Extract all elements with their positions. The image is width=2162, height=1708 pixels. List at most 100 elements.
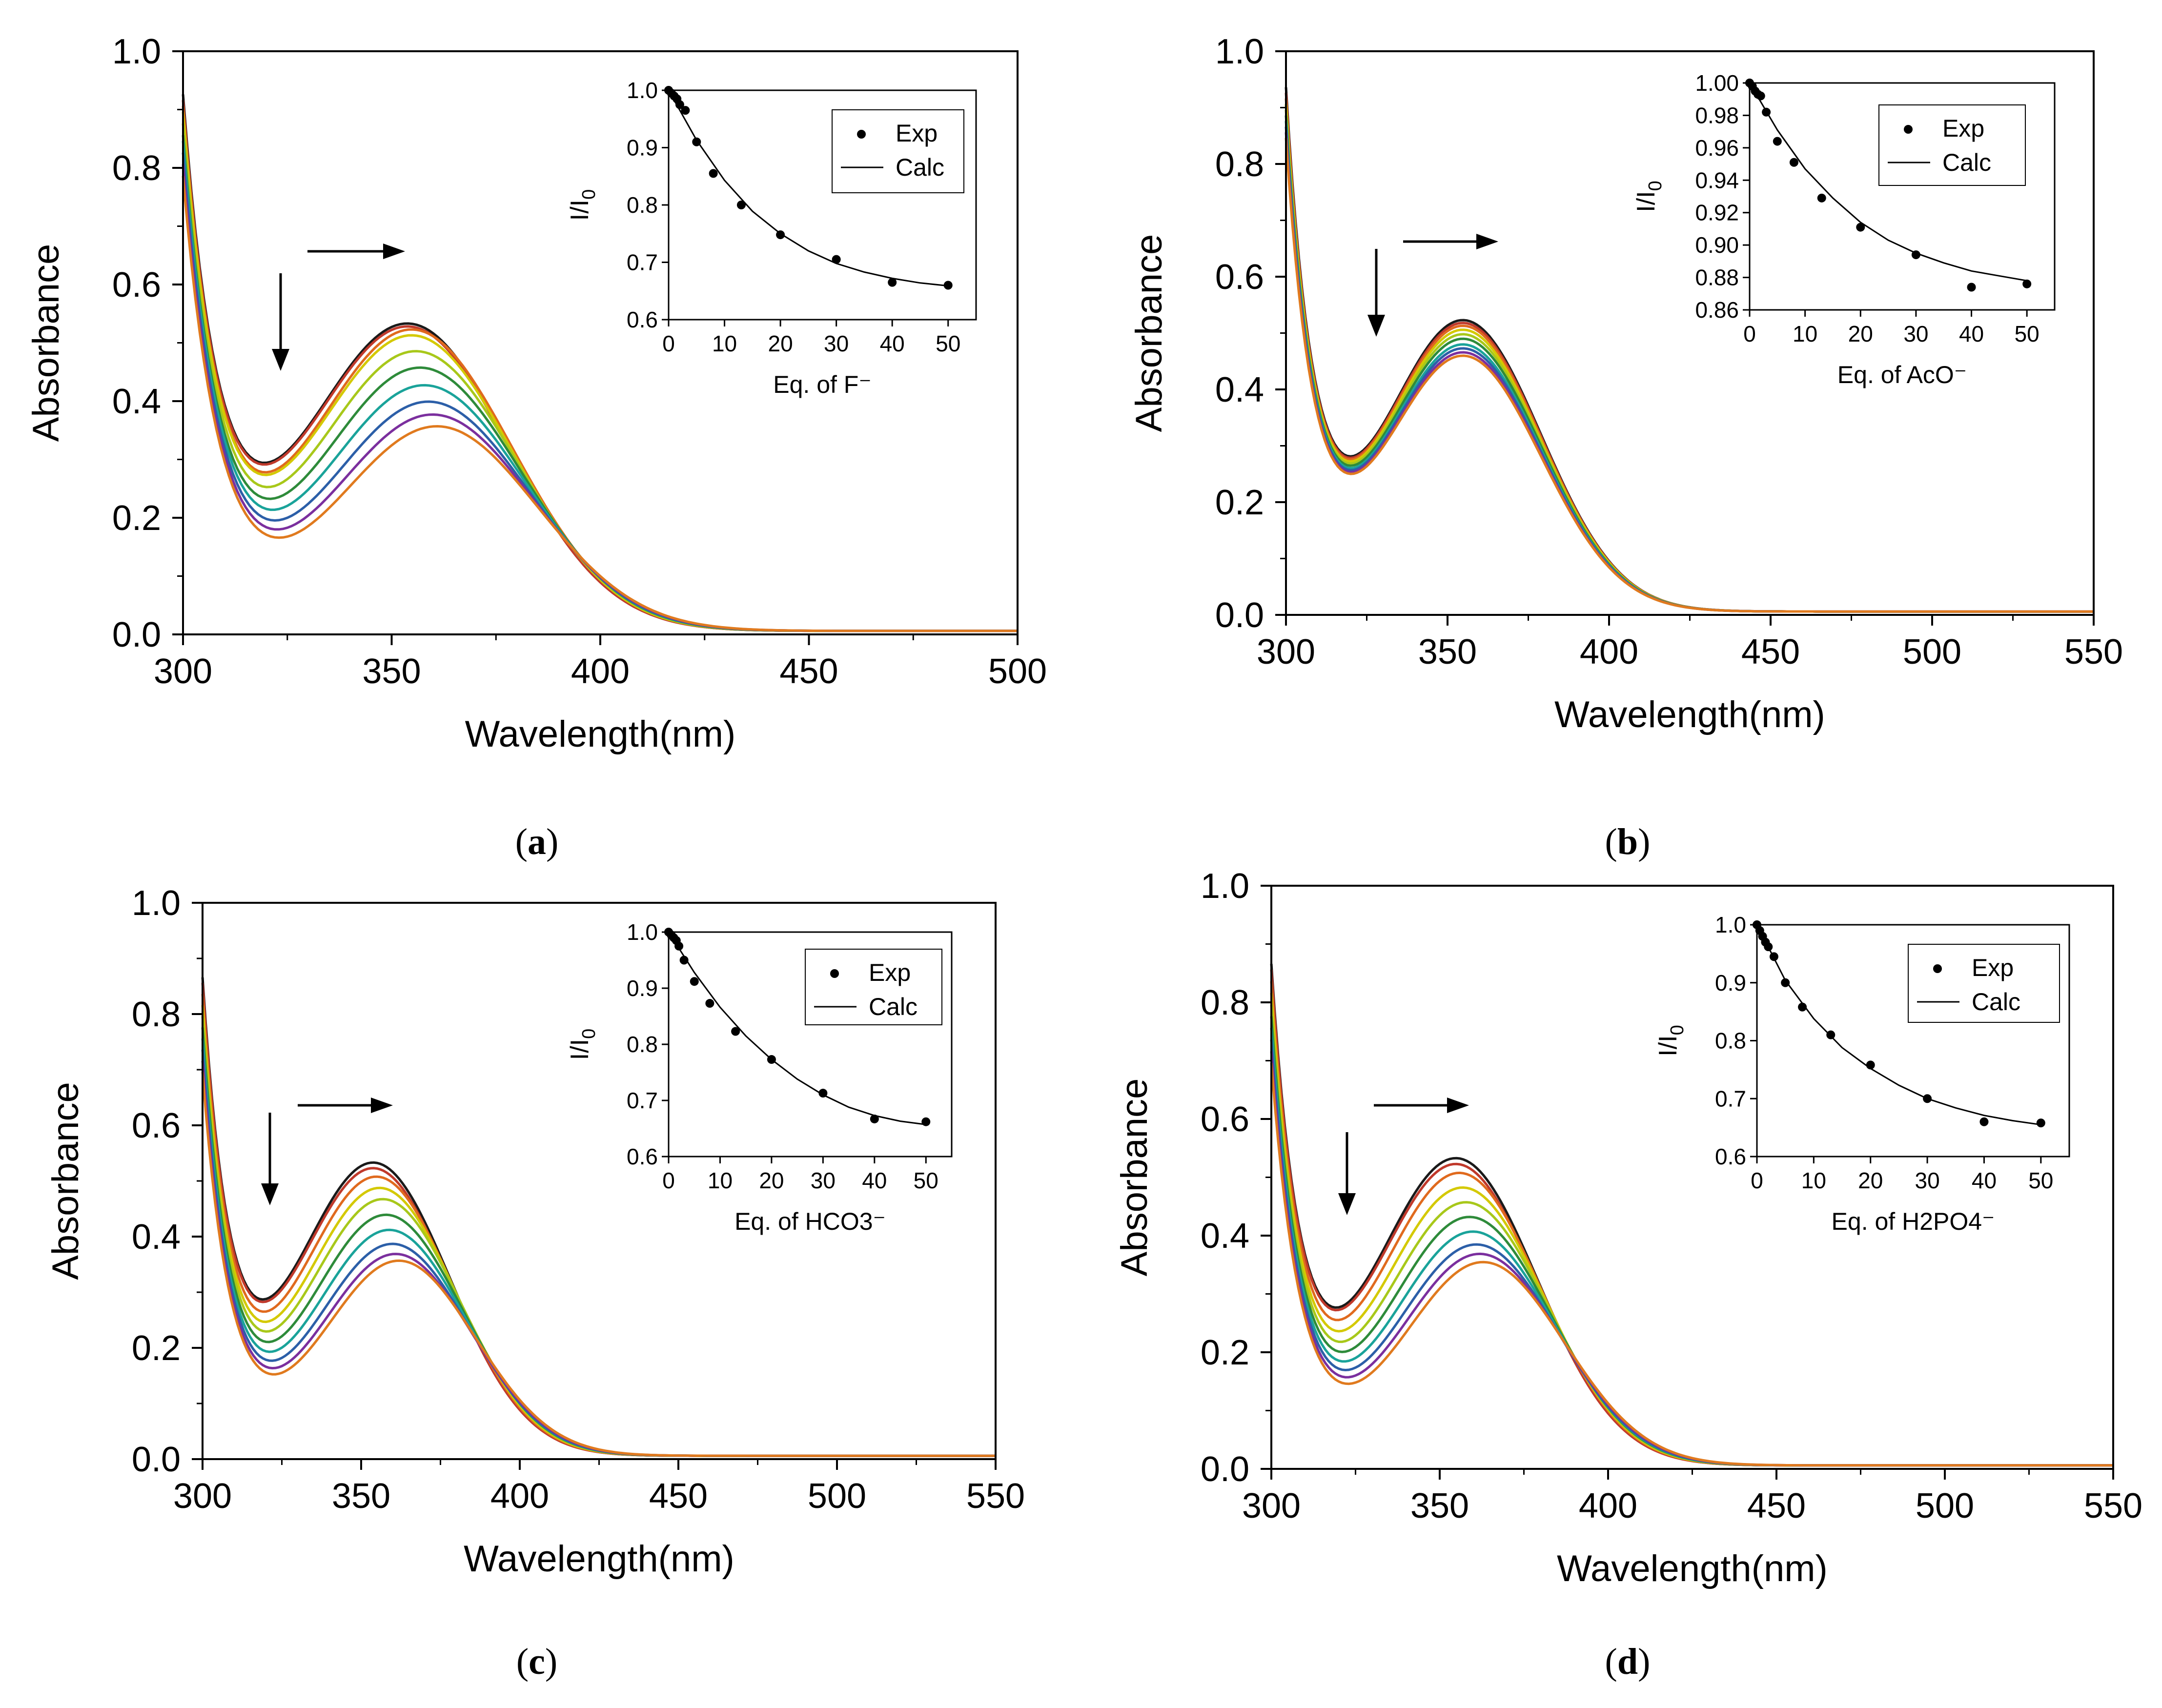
y-tick-label: 0.8 — [132, 995, 181, 1034]
arrow-down-head — [272, 349, 289, 371]
x-tick-label: 400 — [571, 652, 630, 691]
inset-exp-point — [888, 278, 897, 287]
inset-exp-point — [679, 956, 689, 965]
inset-y-axis-title-main: I/I — [566, 200, 594, 221]
inset-y-tick-label: 1.00 — [1695, 70, 1739, 96]
inset-x-tick-label: 0 — [662, 1168, 675, 1193]
inset-exp-point — [776, 230, 785, 240]
inset-calc-line — [668, 932, 926, 1125]
spectrum-line-s10 — [201, 1072, 996, 1457]
inset-exp-point — [736, 201, 746, 209]
legend-calc-label: Calc — [896, 154, 944, 181]
panel-a: 300 350 400 450 5000.00.20.40.60.81.0Wavelen… — [25, 32, 1047, 862]
y-tick-label: 0.8 — [1215, 145, 1264, 184]
legend-calc-label: Calc — [869, 993, 918, 1020]
x-tick-label: 300 — [1257, 632, 1315, 671]
inset-y-tick-label: 0.6 — [627, 307, 658, 332]
inset-calc-line — [1749, 82, 2027, 282]
inset-y-axis-title-sub: 0 — [579, 1029, 599, 1039]
panel-c: 300 350 400 450 500 5500.00.20.40.60.81.0Wave… — [45, 884, 1025, 1682]
y-tick-label: 1.0 — [112, 32, 161, 71]
x-tick-label: 500 — [808, 1477, 866, 1516]
inset-y-tick-label: 0.86 — [1695, 297, 1739, 323]
arrow-down-head — [261, 1183, 279, 1205]
y-tick-label: 0.0 — [132, 1440, 181, 1479]
panel-caption-label: d — [1617, 1641, 1638, 1682]
inset-y-tick-label: 0.90 — [1695, 232, 1739, 258]
y-tick-label: 0.6 — [112, 265, 161, 305]
x-tick-label: 300 — [173, 1477, 232, 1516]
x-tick-label: 550 — [2064, 632, 2123, 671]
inset-exp-point — [1789, 158, 1798, 167]
x-tick-label: 400 — [1580, 632, 1638, 671]
inset-exp-point — [1911, 250, 1920, 260]
x-tick-label: 450 — [1747, 1486, 1806, 1525]
y-tick-label: 1.0 — [1215, 32, 1264, 71]
inset-x-tick-label: 0 — [1743, 321, 1756, 346]
inset-d: 0 10 20 30 40 50 0.6 0.7 0.8 0.9 1.0 Eq. of H2PO4⁻ I… — [1654, 912, 2070, 1235]
legend-exp-label: Exp — [869, 959, 911, 986]
x-tick-label: 350 — [1410, 1486, 1469, 1525]
inset-y-tick-label: 1.0 — [627, 919, 658, 945]
inset-x-tick-label: 20 — [768, 331, 793, 356]
inset-x-tick-label: 10 — [1801, 1168, 1826, 1193]
legend-exp-label: Exp — [1972, 954, 2014, 981]
inset-x-tick-label: 50 — [2028, 1168, 2053, 1193]
inset-y-axis-title-main: I/I — [566, 1039, 594, 1060]
inset-exp-point — [1756, 91, 1765, 101]
inset-a: 0 10 20 30 40 500.60.70.80.91.0Eq. of F⁻I/I0E… — [566, 78, 977, 398]
inset-y-tick-label: 0.7 — [1715, 1086, 1746, 1111]
inset-y-axis-title: I/I0 — [1654, 1025, 1688, 1056]
inset-exp-point — [1773, 137, 1782, 146]
x-axis-title: Wavelength(nm) — [1554, 694, 1825, 735]
inset-exp-point — [870, 1114, 879, 1123]
inset-exp-point — [1798, 1002, 1807, 1012]
inset-y-tick-label: 0.9 — [627, 976, 658, 1001]
inset-exp-point — [1979, 1117, 1989, 1126]
inset-exp-point — [1866, 1060, 1875, 1070]
inset-exp-point — [2022, 279, 2032, 288]
inset-y-tick-label: 0.6 — [1715, 1144, 1746, 1169]
y-tick-label: 0.2 — [132, 1329, 181, 1368]
panel-caption-close: ) — [1638, 821, 1650, 862]
inset-x-tick-label: 10 — [712, 331, 737, 356]
inset-y-axis-title-sub: 0 — [1667, 1025, 1688, 1035]
inset-y-tick-label: 0.7 — [627, 1088, 658, 1113]
spectrum-line-s10 — [1270, 1063, 2113, 1467]
arrow-right-head — [383, 244, 405, 259]
panel-caption-label: b — [1617, 821, 1638, 862]
legend-exp-marker — [830, 969, 839, 978]
inset-legend-box — [805, 949, 942, 1025]
inset-x-tick-label: 10 — [708, 1168, 733, 1193]
x-tick-label: 400 — [1579, 1486, 1637, 1525]
inset-y-tick-label: 0.8 — [1715, 1028, 1746, 1054]
y-axis-title: Absorbance — [25, 244, 67, 442]
inset-x-tick-label: 30 — [811, 1168, 836, 1193]
panel-caption-open: ( — [1605, 821, 1617, 862]
panel-caption: (b) — [1605, 821, 1651, 862]
x-tick-label: 450 — [779, 652, 838, 691]
inset-y-tick-label: 0.7 — [627, 250, 658, 275]
legend-exp-label: Exp — [896, 120, 938, 147]
inset-x-tick-label: 50 — [2015, 321, 2040, 346]
legend-calc-label: Calc — [1972, 988, 2020, 1016]
x-tick-label: 300 — [1242, 1486, 1301, 1525]
inset-x-tick-label: 50 — [914, 1168, 938, 1193]
inset-x-tick-label: 30 — [1903, 321, 1928, 346]
x-tick-label: 350 — [362, 652, 421, 691]
legend-exp-marker — [1933, 964, 1942, 973]
inset-exp-point — [674, 941, 684, 951]
inset-y-axis-title: I/I0 — [1632, 181, 1666, 212]
inset-c: 0 10 20 30 40 50 0.6 0.7 0.8 0.9 1.0 Eq. of HCO3⁻ I/… — [566, 919, 953, 1235]
y-tick-label: 0.2 — [112, 499, 161, 538]
inset-y-tick-label: 0.8 — [627, 192, 658, 218]
inset-x-tick-label: 0 — [1751, 1168, 1763, 1193]
x-tick-label: 550 — [2084, 1486, 2142, 1525]
x-axis-title: Wavelength(nm) — [465, 713, 736, 755]
y-tick-label: 0.8 — [112, 149, 161, 188]
inset-exp-point — [2036, 1118, 2045, 1128]
inset-exp-point — [1762, 107, 1771, 117]
x-tick-label: 500 — [1916, 1486, 1974, 1525]
inset-y-tick-label: 0.96 — [1695, 135, 1739, 161]
